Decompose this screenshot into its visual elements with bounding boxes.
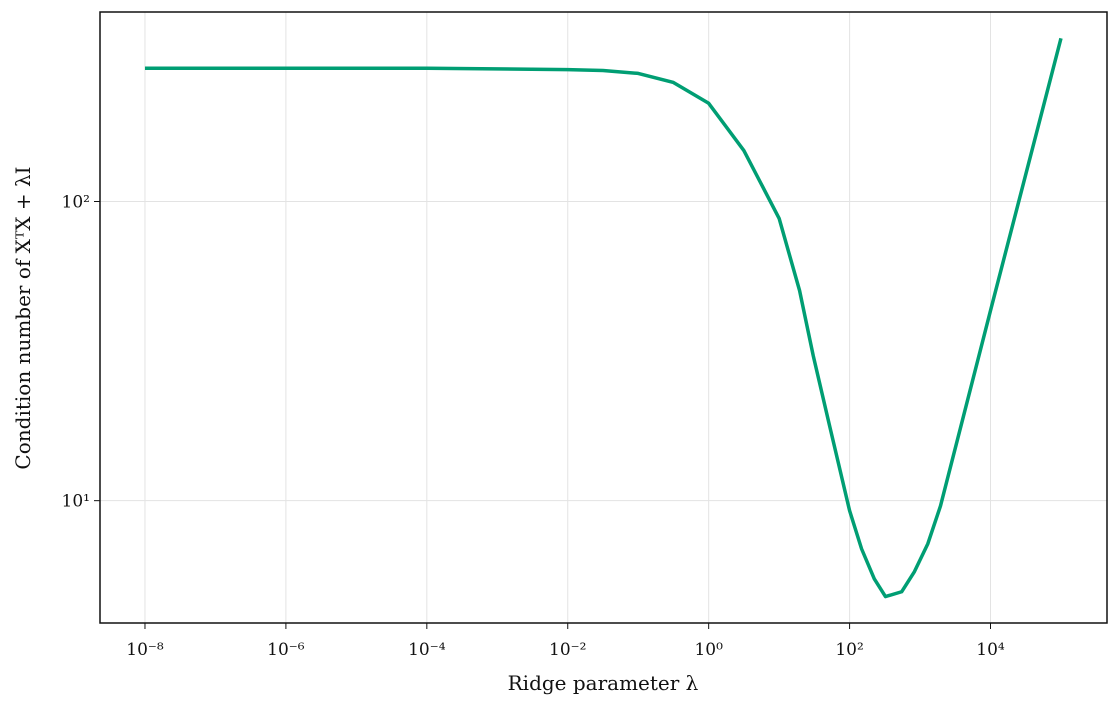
x-axis-label: Ridge parameter λ bbox=[508, 671, 699, 695]
x-tick-label: 10⁻⁸ bbox=[126, 640, 164, 660]
x-tick-label: 10⁰ bbox=[694, 640, 723, 660]
plot-frame bbox=[99, 11, 1108, 624]
line bbox=[144, 37, 1063, 599]
x-tick-label: 10⁻⁴ bbox=[408, 640, 446, 660]
y-tick-label: 10¹ bbox=[62, 492, 90, 512]
x-tick-label: 10⁻⁶ bbox=[267, 640, 305, 660]
x-tick-label: 10⁴ bbox=[976, 640, 1005, 660]
y-tick-label: 10² bbox=[62, 193, 90, 213]
x-tick-label: 10⁻² bbox=[549, 640, 586, 660]
x-tick-label: 10² bbox=[835, 640, 863, 660]
y-axis-label: Condition number of XᵀX + λI bbox=[11, 166, 35, 469]
